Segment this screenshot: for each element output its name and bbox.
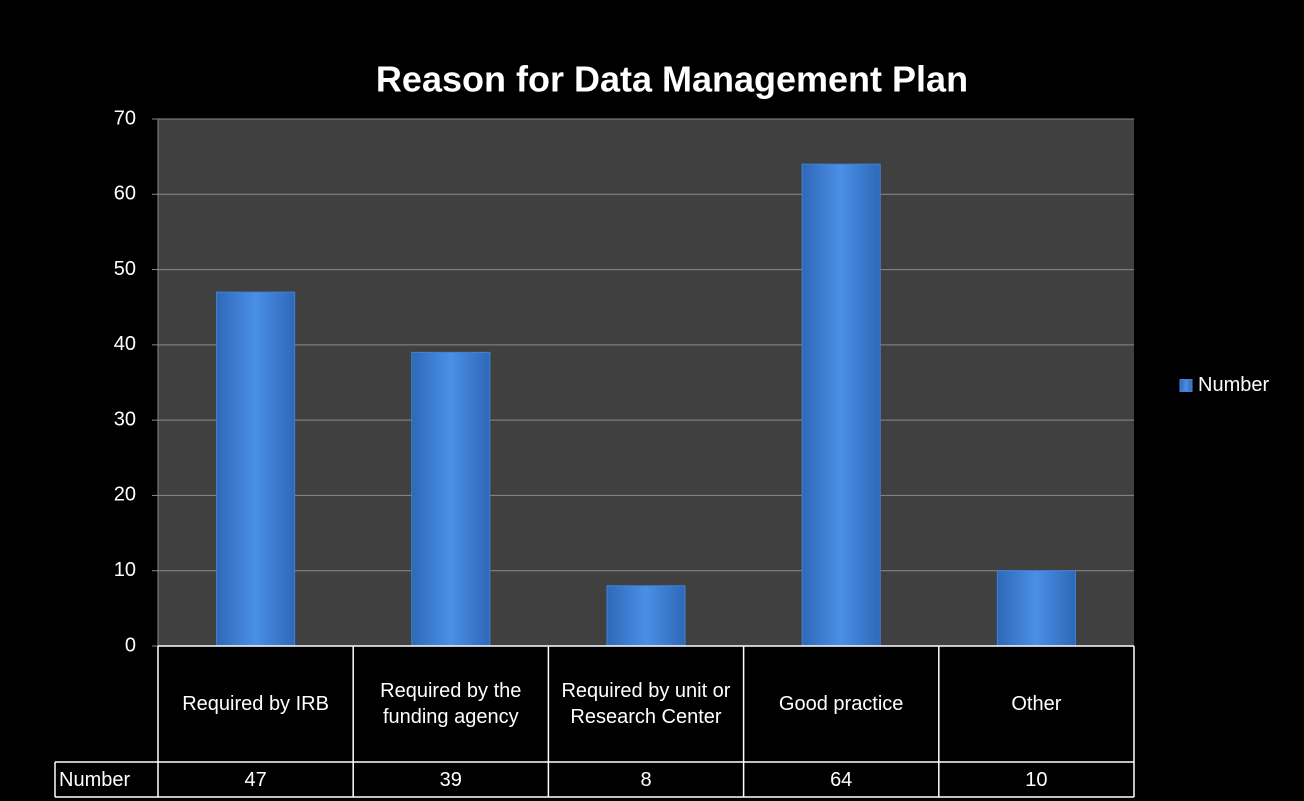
- x-tick-label: Required by unit or Research Center: [561, 680, 731, 728]
- category-cell: Other: [1011, 693, 1062, 715]
- category-cell: Required by IRB: [182, 693, 329, 715]
- plot-area: [158, 119, 1134, 646]
- y-tick-label: 30: [114, 408, 136, 430]
- y-tick-label: 40: [114, 333, 136, 355]
- legend-label: Number: [1198, 374, 1269, 396]
- y-tick-label: 10: [114, 559, 136, 581]
- table-row-header: Number: [59, 769, 130, 791]
- category-cell: Required by unit or Research Center: [561, 680, 731, 728]
- y-tick-label: 20: [114, 484, 136, 506]
- category-cell: Required by the funding agency: [380, 680, 522, 728]
- bar: [801, 163, 881, 647]
- table-value: 64: [830, 769, 852, 791]
- table-value: 39: [440, 769, 462, 791]
- bar: [411, 351, 491, 647]
- x-tick-label: Required by the funding agency: [380, 680, 522, 728]
- y-tick-label: 0: [125, 634, 136, 656]
- y-tick-label: 60: [114, 183, 136, 205]
- bar: [996, 570, 1076, 647]
- table-value: 8: [640, 769, 651, 791]
- table-value: 10: [1025, 769, 1047, 791]
- bar: [606, 585, 686, 647]
- legend-swatch: [1179, 379, 1193, 392]
- table-value: 47: [244, 769, 266, 791]
- x-tick-label: Other: [1011, 693, 1062, 715]
- category-cell: Good practice: [778, 693, 904, 715]
- chart-title: Reason for Data Management Plan: [376, 59, 968, 100]
- bar: [216, 291, 296, 647]
- y-tick-label: 50: [114, 258, 136, 280]
- x-tick-label: Required by IRB: [182, 693, 329, 715]
- x-tick-label: Good practice: [778, 693, 904, 715]
- y-tick-label: 70: [114, 107, 136, 129]
